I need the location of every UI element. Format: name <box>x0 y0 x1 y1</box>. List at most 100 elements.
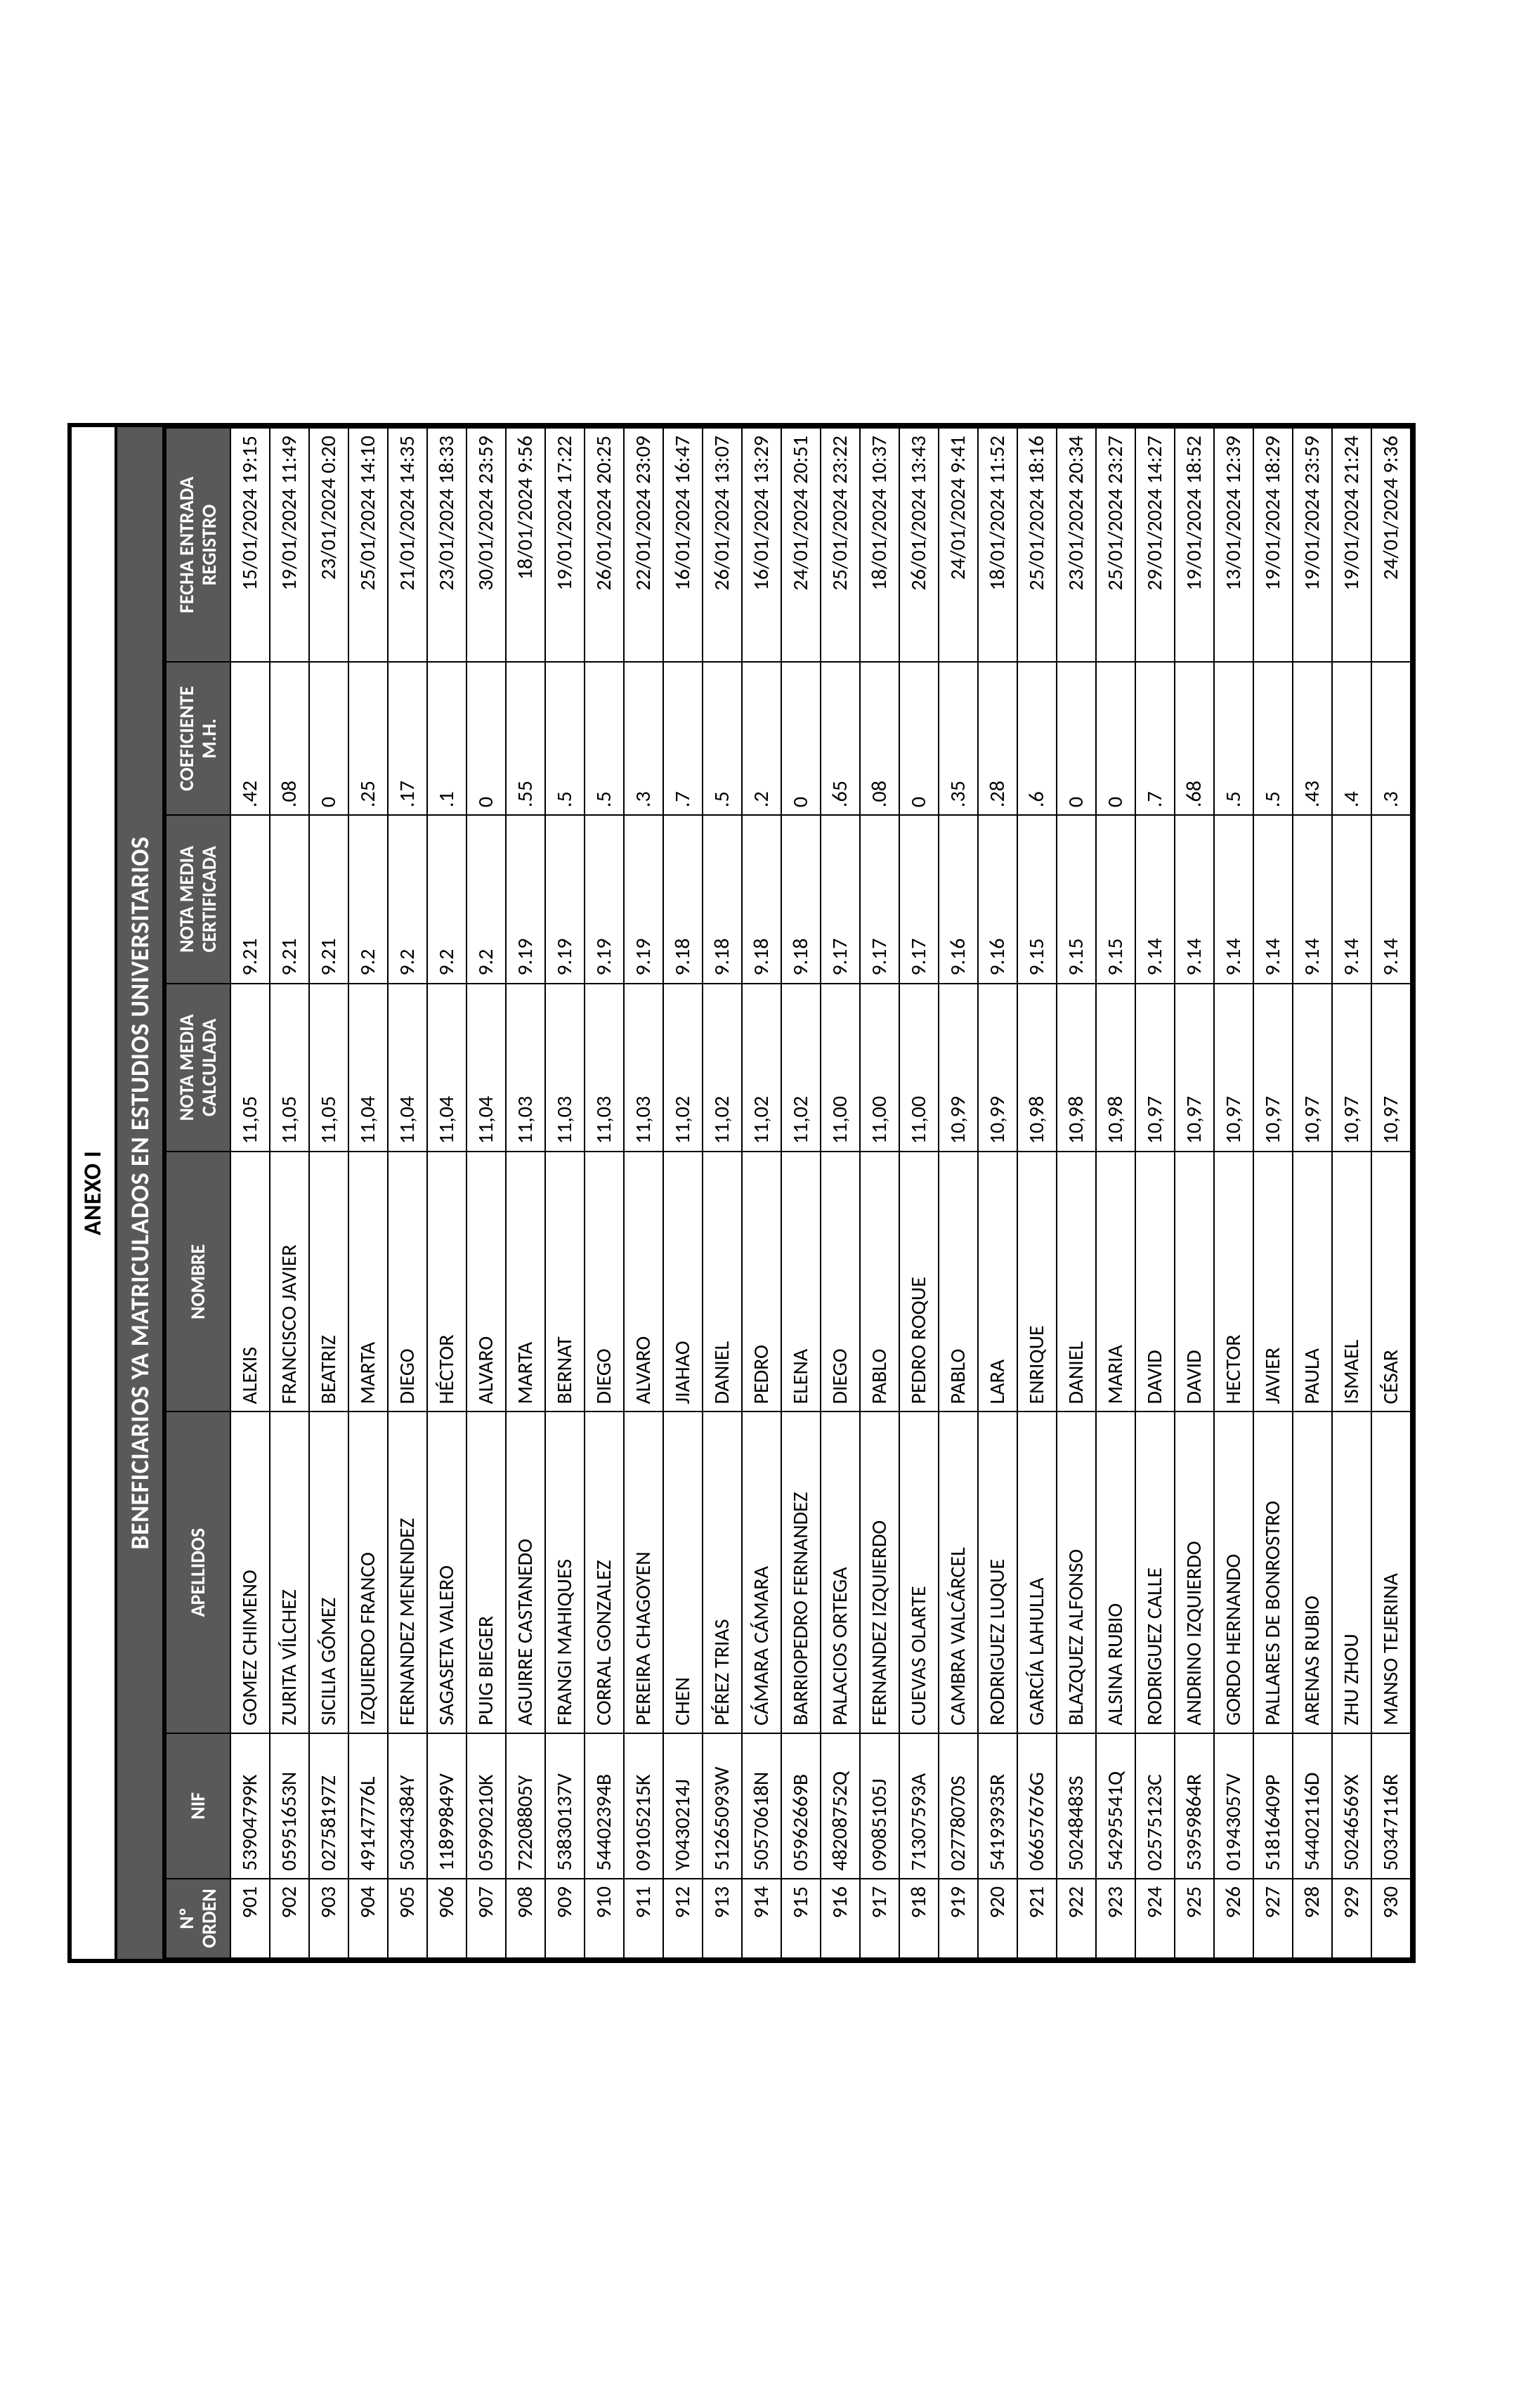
table-row: 90550344384YFERNANDEZ MENENDEZDIEGO11,04… <box>388 428 427 1958</box>
cell-coef: .55 <box>506 662 545 815</box>
cell-calc: 11,00 <box>899 984 939 1152</box>
cell-apellidos: ARENAS RUBIO <box>1293 1412 1332 1733</box>
cell-coef: .25 <box>348 662 388 815</box>
cell-coef: .5 <box>703 662 742 815</box>
cell-orden: 903 <box>309 1879 348 1958</box>
cell-cert: 9.18 <box>663 815 703 984</box>
cell-cert: 9.2 <box>427 815 466 984</box>
cell-apellidos: CÁMARA CÁMARA <box>742 1412 781 1733</box>
cell-fecha: 19/01/2024 21:24 <box>1332 428 1371 662</box>
table-row: 90705990210KPUIG BIEGERALVARO11,049.2030… <box>466 428 506 1958</box>
cell-orden: 929 <box>1332 1879 1371 1958</box>
cell-apellidos: SICILIA GÓMEZ <box>309 1412 348 1733</box>
cell-calc: 11,00 <box>821 984 860 1152</box>
cell-orden: 901 <box>230 1879 270 1958</box>
cell-fecha: 19/01/2024 18:52 <box>1175 428 1214 662</box>
cell-calc: 10,97 <box>1332 984 1371 1152</box>
table-row: 92553959864RANDRINO IZQUIERDODAVID10,979… <box>1175 428 1214 1958</box>
cell-calc: 11,03 <box>624 984 663 1152</box>
cell-calc: 11,05 <box>309 984 348 1152</box>
cell-nombre: HÉCTOR <box>427 1152 466 1412</box>
cell-nombre: ALVARO <box>624 1152 663 1412</box>
table-row: 90449147776LIZQUIERDO FRANCOMARTA11,049.… <box>348 428 388 1958</box>
cell-calc: 10,97 <box>1175 984 1214 1152</box>
col-orden: Nº ORDEN <box>166 1879 230 1958</box>
cell-apellidos: BARRIOPEDRO FERNANDEZ <box>781 1412 821 1733</box>
cell-fecha: 15/01/2024 19:15 <box>230 428 270 662</box>
table-row: 91351265093WPÉREZ TRIASDANIEL11,029.18.5… <box>703 428 742 1958</box>
table-body: 90153904799KGOMEZ CHIMENOALEXIS11,059.21… <box>230 428 1411 1958</box>
table-row: 92751816409PPALLARES DE BONROSTROJAVIER1… <box>1253 428 1293 1958</box>
cell-orden: 911 <box>624 1879 663 1958</box>
cell-nombre: ISMAEL <box>1332 1152 1371 1412</box>
cell-nif: 50570618N <box>742 1733 781 1879</box>
cell-fecha: 13/01/2024 12:39 <box>1214 428 1253 662</box>
cell-apellidos: FERNANDEZ MENENDEZ <box>388 1412 427 1733</box>
table-row: 912Y0430214JCHENJIAHAO11,029.18.716/01/2… <box>663 428 703 1958</box>
cell-fecha: 25/01/2024 14:10 <box>348 428 388 662</box>
cell-coef: 0 <box>899 662 939 815</box>
col-calc: NOTA MEDIA CALCULADA <box>166 984 230 1152</box>
cell-fecha: 26/01/2024 13:07 <box>703 428 742 662</box>
cell-calc: 10,97 <box>1214 984 1253 1152</box>
cell-calc: 10,97 <box>1293 984 1332 1152</box>
cell-nif: Y0430214J <box>663 1733 703 1879</box>
cell-nombre: ENRIQUE <box>1017 1152 1057 1412</box>
cell-cert: 9.14 <box>1214 815 1253 984</box>
cell-nombre: DANIEL <box>703 1152 742 1412</box>
cell-nombre: ALEXIS <box>230 1152 270 1412</box>
cell-nombre: DIEGO <box>821 1152 860 1412</box>
cell-nif: 53959864R <box>1175 1733 1214 1879</box>
cell-coef: .5 <box>1214 662 1253 815</box>
cell-nif: 72208805Y <box>506 1733 545 1879</box>
table-head: Nº ORDEN NIF APELLIDOS NOMBRE NOTA MEDIA… <box>166 428 230 1958</box>
cell-apellidos: ZHU ZHOU <box>1332 1412 1371 1733</box>
cell-fecha: 16/01/2024 16:47 <box>663 428 703 662</box>
cell-nif: 51265093W <box>703 1733 742 1879</box>
cell-cert: 9.15 <box>1057 815 1096 984</box>
cell-coef: 0 <box>781 662 821 815</box>
cell-calc: 10,98 <box>1096 984 1135 1152</box>
cell-nombre: DANIEL <box>1057 1152 1096 1412</box>
cell-apellidos: ZURITA VÍLCHEZ <box>270 1412 309 1733</box>
col-apell: APELLIDOS <box>166 1412 230 1733</box>
cell-cert: 9.19 <box>585 815 624 984</box>
cell-nombre: BEATRIZ <box>309 1152 348 1412</box>
cell-cert: 9.21 <box>230 815 270 984</box>
cell-fecha: 18/01/2024 11:52 <box>978 428 1017 662</box>
cell-calc: 10,97 <box>1135 984 1175 1152</box>
cell-coef: 0 <box>309 662 348 815</box>
cell-nif: 06657676G <box>1017 1733 1057 1879</box>
cell-fecha: 24/01/2024 20:51 <box>781 428 821 662</box>
cell-coef: .3 <box>1371 662 1411 815</box>
cell-nif: 50347116R <box>1371 1733 1411 1879</box>
cell-fecha: 21/01/2024 14:35 <box>388 428 427 662</box>
cell-nif: 50248483S <box>1057 1733 1096 1879</box>
cell-apellidos: CAMBRA VALCÁRCEL <box>939 1412 978 1733</box>
cell-cert: 9.18 <box>703 815 742 984</box>
cell-calc: 10,97 <box>1371 984 1411 1152</box>
table-row: 92250248483SBLAZQUEZ ALFONSODANIEL10,989… <box>1057 428 1096 1958</box>
cell-calc: 11,03 <box>506 984 545 1152</box>
table-row: 92854402116DARENAS RUBIOPAULA10,979.14.4… <box>1293 428 1332 1958</box>
cell-apellidos: CUEVAS OLARTE <box>899 1412 939 1733</box>
cell-fecha: 16/01/2024 13:29 <box>742 428 781 662</box>
cell-cert: 9.15 <box>1017 815 1057 984</box>
cell-apellidos: FRANGI MAHIQUES <box>545 1412 585 1733</box>
cell-nombre: MARIA <box>1096 1152 1135 1412</box>
col-nombre: NOMBRE <box>166 1152 230 1412</box>
cell-nombre: BERNAT <box>545 1152 585 1412</box>
cell-cert: 9.18 <box>742 815 781 984</box>
cell-orden: 916 <box>821 1879 860 1958</box>
cell-fecha: 18/01/2024 10:37 <box>860 428 899 662</box>
col-fecha: FECHA ENTRADA REGISTRO <box>166 428 230 662</box>
cell-coef: .2 <box>742 662 781 815</box>
table-row: 92354295541QALSINA RUBIOMARIA10,989.1502… <box>1096 428 1135 1958</box>
cell-nombre: ALVARO <box>466 1152 506 1412</box>
cell-calc: 11,00 <box>860 984 899 1152</box>
cell-nif: 05990210K <box>466 1733 506 1879</box>
cell-nif: 02575123C <box>1135 1733 1175 1879</box>
cell-fecha: 26/01/2024 20:25 <box>585 428 624 662</box>
cell-orden: 924 <box>1135 1879 1175 1958</box>
cell-calc: 10,99 <box>978 984 1017 1152</box>
